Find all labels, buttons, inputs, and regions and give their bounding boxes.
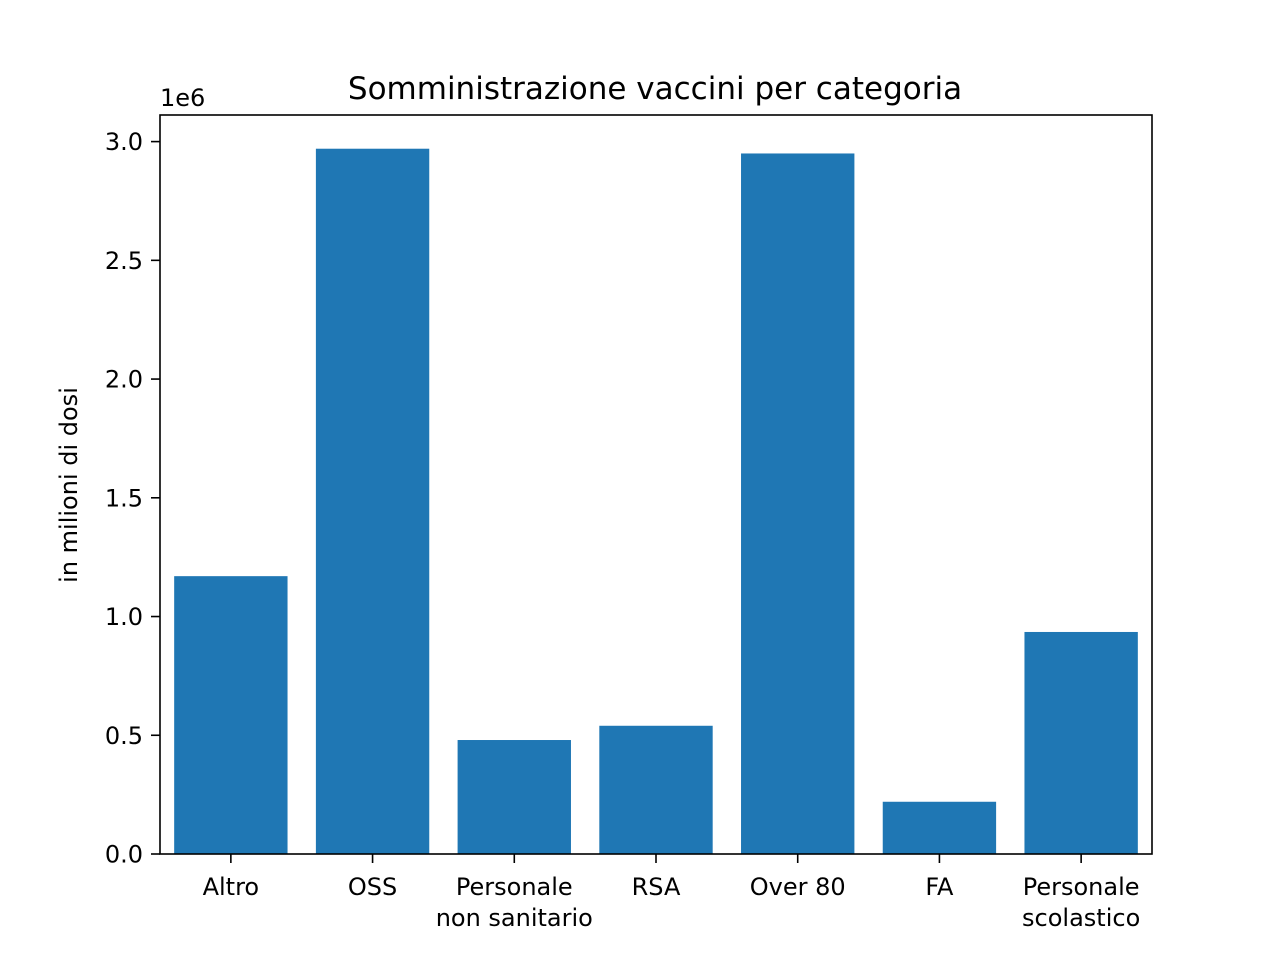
x-axis: Altro OSS Personale non sanitario RSA Over 80… bbox=[203, 854, 1140, 932]
y-tick-label: 1.0 bbox=[105, 603, 143, 631]
y-tick-label: 2.5 bbox=[105, 247, 143, 275]
chart-title: Somministrazione vaccini per categoria bbox=[348, 71, 962, 107]
y-axis-label: in milioni di dosi bbox=[55, 387, 83, 583]
bar bbox=[1024, 631, 1138, 854]
x-tick-label: Over 80 bbox=[750, 873, 846, 901]
x-tick-label: RSA bbox=[632, 873, 681, 901]
y-axis-offset-label: 1e6 bbox=[160, 84, 205, 112]
x-tick-label: Altro bbox=[203, 873, 260, 901]
y-tick-label: 0.0 bbox=[105, 841, 143, 869]
x-tick-label: OSS bbox=[348, 873, 397, 901]
x-tick-label: FA bbox=[925, 873, 954, 901]
bar bbox=[457, 740, 571, 854]
bar bbox=[174, 576, 288, 854]
bar bbox=[741, 153, 855, 855]
bar bbox=[882, 801, 997, 854]
x-tick-label: Personale scolastico bbox=[1022, 873, 1140, 932]
y-tick-label: 2.0 bbox=[105, 366, 143, 394]
y-tick-label: 1.5 bbox=[105, 484, 143, 512]
plot-frame bbox=[159, 114, 1153, 855]
bar bbox=[315, 148, 430, 855]
y-tick-label: 3.0 bbox=[105, 128, 143, 156]
y-axis: 0.0 0.5 1.0 1.5 2.0 2.5 3.0 bbox=[105, 128, 160, 869]
bars-group bbox=[174, 148, 1138, 855]
y-tick-label: 0.5 bbox=[105, 722, 143, 750]
x-tick-label: Personale non sanitario bbox=[436, 873, 593, 932]
bar bbox=[599, 725, 713, 854]
